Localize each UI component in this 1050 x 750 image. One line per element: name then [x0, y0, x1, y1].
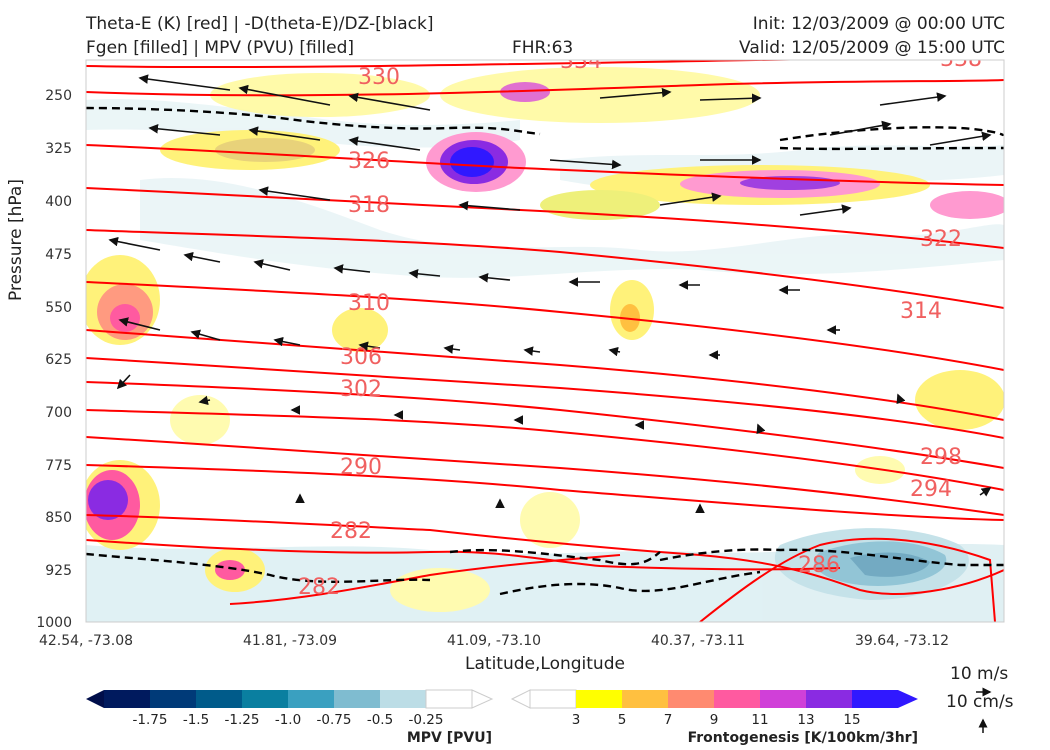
- mpv-shading: [86, 99, 1004, 622]
- theta-e-label: 314: [900, 299, 942, 324]
- mpv-tick: -0.25: [409, 712, 444, 728]
- mpv-tick: -1.75: [133, 712, 168, 728]
- theta-e-label: 282: [330, 519, 372, 544]
- y-tick-label: 475: [45, 247, 72, 263]
- fgen-tick: 11: [751, 712, 768, 728]
- mpv-colorbar-title: MPV [PVU]: [407, 730, 492, 746]
- y-tick-label: 625: [45, 352, 72, 368]
- x-tick-label: 41.09, -73.10: [447, 633, 541, 649]
- theta-e-label: 318: [348, 193, 390, 218]
- x-tick-label: 42.54, -73.08: [39, 633, 133, 649]
- theta-e-label: 302: [340, 377, 382, 402]
- theta-e-label: 326: [348, 149, 390, 174]
- theta-e-label: 286: [798, 553, 840, 578]
- y-tick-label: 250: [45, 88, 72, 104]
- wind-legend-arrows: [976, 687, 992, 733]
- ddz-contours: [86, 106, 1004, 596]
- forecast-hour: FHR:63: [512, 38, 574, 58]
- fgen-colorbar-title: Frontogenesis [K/100km/3hr]: [688, 730, 918, 746]
- y-tick-label: 1000: [36, 615, 72, 631]
- y-tick-label: 325: [45, 141, 72, 157]
- fgen-tick: 13: [797, 712, 814, 728]
- fgen-tick: 15: [843, 712, 860, 728]
- y-tick-label: 700: [45, 405, 72, 421]
- theta-e-label: 322: [920, 227, 962, 252]
- theta-e-label: 290: [340, 455, 382, 480]
- theta-e-label: 310: [348, 291, 390, 316]
- x-tick-label: 39.64, -73.12: [855, 633, 949, 649]
- theta-e-contours: [86, 60, 1004, 622]
- fgen-tick: 3: [572, 712, 581, 728]
- x-tick-label: 40.37, -73.11: [651, 633, 745, 649]
- init-time: Init: 12/03/2009 @ 00:00 UTC: [752, 14, 1005, 34]
- y-tick-label: 775: [45, 458, 72, 474]
- wind-vectors: [108, 74, 992, 513]
- title-line-2: Fgen [filled] | MPV (PVU) [filled]: [86, 38, 355, 58]
- theta-e-label: 334: [560, 49, 602, 74]
- fgen-colorbar: 3 5 7 9 11 13 15 Frontogenesis [K/100km/…: [510, 689, 918, 746]
- mpv-tick: -1.25: [225, 712, 260, 728]
- mpv-colorbar: -1.75 -1.5 -1.25 -1.0 -0.75 -0.5 -0.25 M…: [86, 689, 494, 746]
- plot-frame: [85, 59, 1005, 623]
- y-axis-label: Pressure [hPa]: [6, 179, 26, 301]
- theta-e-label: 338: [940, 47, 982, 72]
- mpv-tick: -1.5: [183, 712, 209, 728]
- theta-e-label: 298: [920, 445, 962, 470]
- x-axis: 42.54, -73.08 41.81, -73.09 41.09, -73.1…: [39, 633, 949, 649]
- mpv-tick: -0.5: [367, 712, 393, 728]
- wind-legend-vertical: 10 cm/s: [946, 692, 1014, 712]
- y-tick-label: 400: [45, 194, 72, 210]
- y-tick-label: 925: [45, 563, 72, 579]
- wind-legend-horizontal: 10 m/s: [950, 664, 1009, 684]
- fgen-tick: 7: [664, 712, 673, 728]
- mpv-tick: -0.75: [317, 712, 352, 728]
- x-tick-label: 41.81, -73.09: [243, 633, 337, 649]
- theta-e-label: 294: [910, 477, 952, 502]
- fgen-tick: 5: [618, 712, 627, 728]
- y-tick-label: 550: [45, 300, 72, 316]
- fgen-tick: 9: [710, 712, 719, 728]
- y-tick-label: 850: [45, 510, 72, 526]
- theta-e-label: 282: [298, 575, 340, 600]
- mpv-tick: -1.0: [275, 712, 301, 728]
- y-axis: 250 325 400 475 550 625 700 775 850 925 …: [36, 88, 72, 631]
- theta-e-label: 330: [358, 65, 400, 90]
- theta-e-labels: 330 334 338 326 318 322 310 314 306 302 …: [298, 47, 982, 600]
- x-axis-label: Latitude,Longitude: [465, 654, 625, 674]
- valid-time: Valid: 12/05/2009 @ 15:00 UTC: [739, 38, 1005, 58]
- theta-e-label: 306: [340, 345, 382, 370]
- title-line-1: Theta-E (K) [red] | -D(theta-E)/DZ-[blac…: [86, 14, 434, 34]
